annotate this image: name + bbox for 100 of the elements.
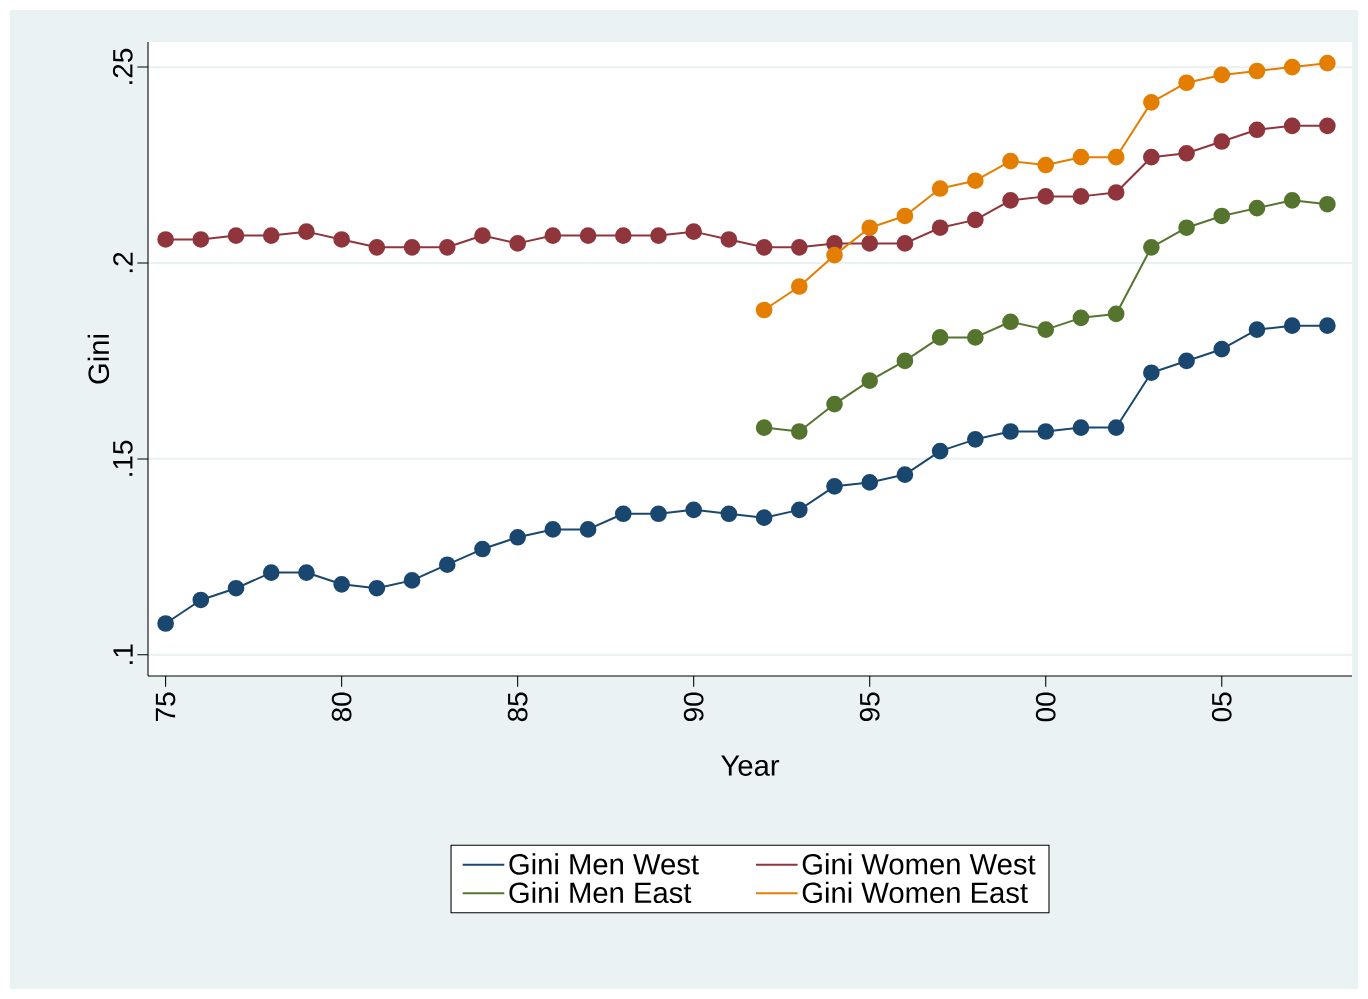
point [1072,188,1090,205]
point [790,423,808,440]
point [438,238,456,256]
point [157,231,174,248]
point [1178,219,1195,237]
point [931,442,949,460]
point [685,501,703,519]
point [614,227,632,244]
point [1213,133,1231,150]
legend-label: Gini Women East [802,881,1028,904]
point [790,238,808,256]
x-tick-label: 95 [859,692,880,722]
point [1178,144,1195,162]
point [1037,156,1055,174]
point [967,430,984,448]
point [1143,94,1160,111]
point [1319,317,1336,335]
x-axis-title: Year [721,755,780,776]
point [1107,184,1125,201]
point [1143,148,1160,166]
legend-label: Gini Women West [802,853,1036,875]
point [403,572,421,589]
y-tick-label: .1 [113,644,133,664]
point [1107,148,1125,166]
point [368,238,386,256]
y-axis-title: Gini [87,334,110,384]
point [1143,238,1160,256]
y-tick-label: .2 [113,252,133,273]
point [544,521,562,538]
point [333,231,350,248]
point [650,227,667,244]
point [1107,305,1125,323]
point [1319,54,1336,72]
point [1283,58,1301,76]
point [826,246,843,264]
point [262,227,280,244]
legend-label: Gini Men West [509,853,699,875]
point [1178,352,1195,370]
legend-label: Gini Men East [509,881,692,904]
y-tick-label: .25 [112,48,133,84]
point [474,227,491,244]
point [1002,423,1019,440]
x-tick-label: 90 [683,692,704,722]
point [967,329,984,346]
point [1072,148,1090,166]
point [1248,121,1266,139]
point [1002,152,1019,170]
x-tick-label: 85 [507,692,528,722]
point [1319,195,1336,213]
point [192,591,210,609]
point [1213,207,1231,225]
point [474,540,491,558]
point [403,238,421,256]
point [227,227,245,244]
point [896,352,914,370]
point [157,615,174,632]
point [1248,321,1266,338]
point [368,579,386,597]
point [1178,74,1195,92]
point [861,219,879,237]
point [755,419,773,436]
point [720,505,738,523]
point [755,301,773,319]
point [262,564,280,581]
point [1107,419,1125,436]
point [227,579,245,597]
point [509,528,526,546]
point [1248,199,1266,217]
point [720,231,738,248]
point [1213,66,1231,84]
point [1283,117,1301,135]
point [298,223,315,240]
point [896,207,914,225]
point [967,211,984,229]
point [1072,419,1090,436]
point [1283,191,1301,209]
point [931,219,949,237]
point [333,575,350,593]
point [579,227,597,244]
point [826,395,843,413]
point [1037,188,1055,205]
point [1072,309,1090,327]
point [650,505,667,523]
point [861,235,879,252]
point [790,501,808,519]
point [967,172,984,190]
point [1002,313,1019,331]
x-tick-label: 05 [1211,692,1232,722]
point [1213,340,1231,358]
point [614,505,632,523]
point [1248,62,1266,80]
point [1319,117,1336,135]
point [685,223,703,240]
point [1037,321,1055,338]
point [1002,191,1019,209]
point [755,238,773,256]
x-tick-label: 80 [331,692,352,722]
x-tick-label: 75 [155,692,176,721]
point [1037,423,1055,440]
point [544,227,562,244]
